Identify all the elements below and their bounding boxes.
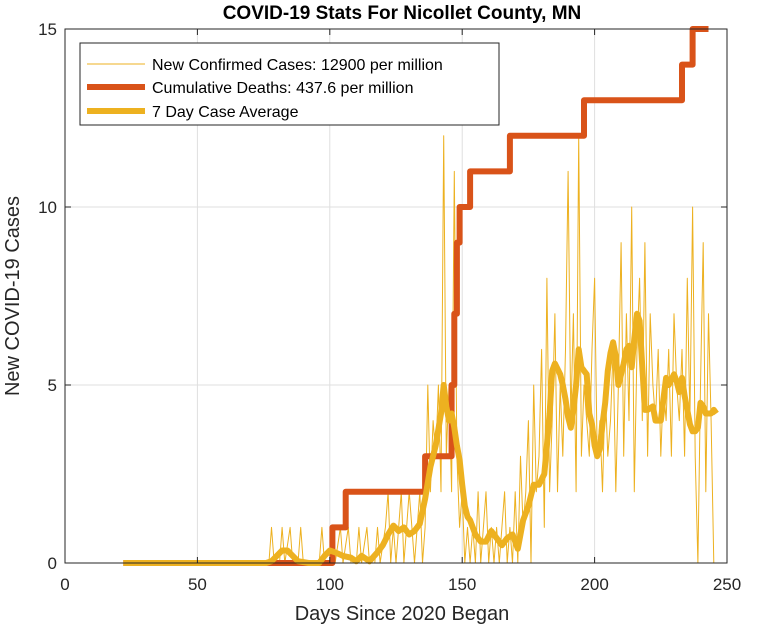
seven-day-average-line xyxy=(123,310,719,566)
cumulative-deaths-line xyxy=(123,26,709,566)
y-tick-label: 15 xyxy=(38,20,57,39)
legend-entry: 7 Day Case Average xyxy=(152,104,299,121)
x-tick-label: 200 xyxy=(580,575,608,594)
y-tick-label: 5 xyxy=(48,376,57,395)
plot-area-frame xyxy=(64,28,728,564)
x-tick-label: 50 xyxy=(188,575,207,594)
legend: New Confirmed Cases: 12900 per million Cu… xyxy=(79,42,500,126)
new-cases-line xyxy=(123,135,715,564)
axis-ticks: 0 50 100 150 200 250 0 5 10 15 xyxy=(38,20,741,594)
y-tick-label: 0 xyxy=(48,554,57,573)
x-axis-label: Days Since 2020 Began xyxy=(295,603,510,625)
x-tick-label: 250 xyxy=(713,575,741,594)
legend-box xyxy=(79,42,500,126)
legend-entry: New Confirmed Cases: 12900 per million xyxy=(152,57,443,74)
plot-series xyxy=(123,26,719,566)
x-tick-label: 0 xyxy=(60,575,69,594)
chart-title: COVID-19 Stats For Nicollet County, MN xyxy=(223,3,582,24)
legend-entry: Cumulative Deaths: 437.6 per million xyxy=(152,80,413,97)
y-tick-label: 10 xyxy=(38,198,57,217)
y-axis-label: New COVID-19 Cases xyxy=(2,196,24,396)
x-tick-label: 150 xyxy=(448,575,476,594)
x-tick-label: 100 xyxy=(316,575,344,594)
